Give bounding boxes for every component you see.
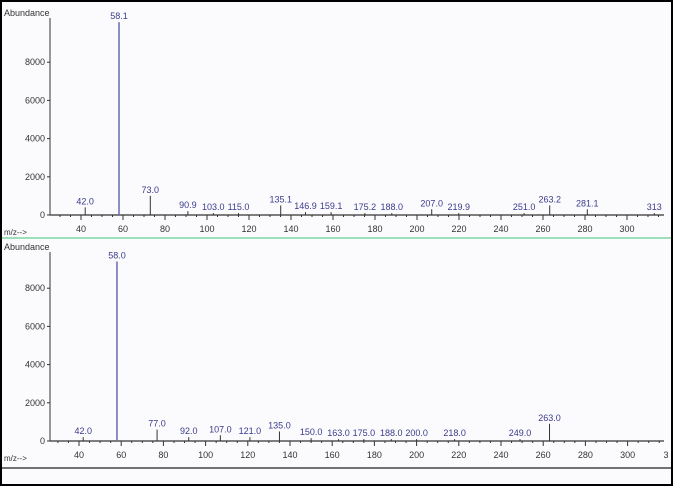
y-tick-label: 4000: [25, 360, 45, 370]
peak-label: 207.0: [420, 198, 443, 208]
x-tick-label: 60: [118, 224, 128, 234]
y-axis-label: Abundance: [4, 242, 50, 252]
peak-label: 146.9: [294, 201, 317, 211]
x-tick-label: 40: [74, 450, 84, 460]
peak-label: 163.0: [327, 428, 350, 438]
x-tick-label: 260: [535, 224, 550, 234]
x-tick-label: 200: [409, 450, 424, 460]
x-tick-label: 140: [283, 224, 298, 234]
x-tick-label: 120: [241, 224, 256, 234]
peak-label: 115.0: [228, 202, 250, 212]
peak-label: 200.0: [405, 428, 428, 438]
x-tick-label: 3: [663, 450, 668, 460]
x-tick-label: 100: [198, 450, 213, 460]
peak-label: 219.9: [448, 202, 471, 212]
y-tick-label: 8000: [25, 283, 45, 293]
y-axis-label: Abundance: [4, 8, 50, 18]
y-tick-label: 2000: [25, 398, 45, 408]
y-tick-label: 0: [40, 436, 45, 446]
peak-label: 150.0: [300, 427, 323, 437]
peak-label: 218.0: [443, 428, 466, 438]
x-tick-label: 80: [158, 450, 168, 460]
x-tick-label: 220: [451, 450, 466, 460]
peak-label: 159.1: [320, 201, 343, 211]
x-tick-label: 220: [451, 224, 466, 234]
peak-label: 58.0: [108, 250, 126, 260]
x-tick-label: 300: [619, 224, 634, 234]
x-tick-label: 160: [325, 224, 340, 234]
peak-label: 58.1: [110, 11, 128, 21]
y-tick-label: 0: [40, 210, 45, 220]
peak-label: 135.0: [268, 420, 291, 430]
peak-label: 313: [647, 202, 662, 212]
x-tick-label: 180: [367, 450, 382, 460]
peak-label: 121.0: [239, 426, 262, 436]
peak-label: 103.0: [202, 202, 225, 212]
x-tick-label: 200: [409, 224, 424, 234]
peak-label: 251.0: [513, 202, 536, 212]
y-tick-label: 4000: [25, 134, 45, 144]
peak-label: 175.0: [353, 428, 376, 438]
x-tick-label: 160: [325, 450, 340, 460]
x-tick-label: 100: [199, 224, 214, 234]
x-tick-label: 180: [367, 224, 382, 234]
y-tick-label: 6000: [25, 95, 45, 105]
x-tick-label: 40: [76, 224, 86, 234]
peak-label: 249.0: [509, 428, 532, 438]
peak-label: 263.0: [538, 413, 561, 423]
x-axis-label: m/z-->: [4, 454, 27, 463]
peak-label: 175.2: [354, 202, 377, 212]
peak-label: 107.0: [209, 424, 232, 434]
peak-label: 90.9: [179, 200, 197, 210]
peak-label: 281.1: [576, 198, 599, 208]
peak-label: 73.0: [142, 185, 160, 195]
peak-label: 92.0: [180, 426, 198, 436]
peak-label: 77.0: [148, 419, 166, 429]
x-tick-label: 280: [578, 450, 593, 460]
x-tick-label: 140: [282, 450, 297, 460]
x-tick-label: 280: [577, 224, 592, 234]
peak-label: 188.0: [381, 202, 404, 212]
x-axis-label: m/z-->: [4, 228, 27, 237]
peak-label: 188.0: [380, 428, 403, 438]
x-tick-label: 240: [493, 224, 508, 234]
peak-label: 42.0: [76, 196, 94, 206]
peak-label: 42.0: [74, 426, 92, 436]
y-tick-label: 2000: [25, 172, 45, 182]
x-tick-label: 260: [536, 450, 551, 460]
y-tick-label: 8000: [25, 57, 45, 67]
x-tick-label: 300: [620, 450, 635, 460]
x-tick-label: 120: [240, 450, 255, 460]
y-tick-label: 6000: [25, 321, 45, 331]
x-tick-label: 80: [160, 224, 170, 234]
x-tick-label: 240: [493, 450, 508, 460]
x-tick-label: 60: [116, 450, 126, 460]
peak-label: 263.2: [538, 194, 561, 204]
peak-label: 135.1: [269, 194, 292, 204]
